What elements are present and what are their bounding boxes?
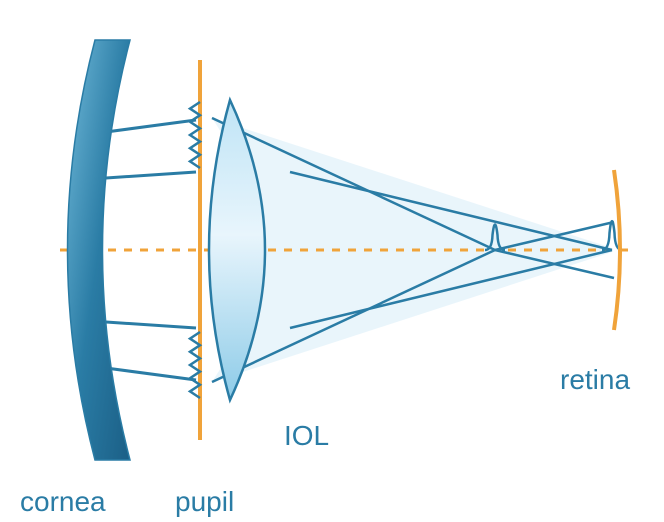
incoming-ray [106,368,196,380]
cornea-shape [68,40,131,460]
diagram-svg [0,0,664,522]
incoming-ray [106,120,196,132]
label-pupil: pupil [175,486,234,518]
label-retina: retina [560,364,630,396]
label-cornea: cornea [20,486,106,518]
incoming-ray [106,322,196,328]
label-iol: IOL [284,420,329,452]
retina-arc [614,170,620,330]
eye-optics-diagram: cornea pupil IOL retina [0,0,664,522]
incoming-rays [106,120,196,380]
incoming-ray [106,172,196,178]
